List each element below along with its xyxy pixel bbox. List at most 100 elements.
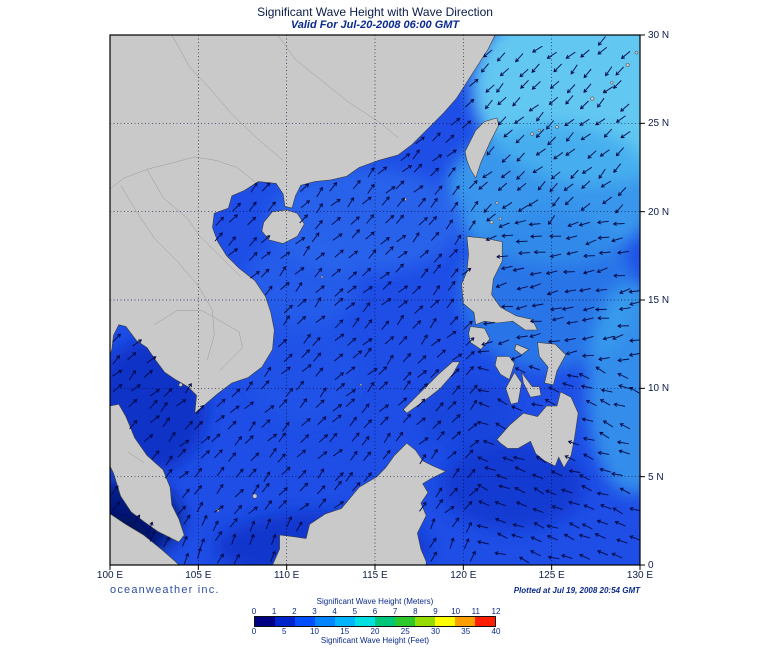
legend-tick: 8 xyxy=(413,607,418,616)
island-dot xyxy=(610,81,614,85)
colorbar-cell xyxy=(395,617,415,626)
lon-label: 115 E xyxy=(362,570,388,581)
legend-tick: 3 xyxy=(312,607,317,616)
land-sumatra xyxy=(110,513,180,565)
legend-tick: 0 xyxy=(251,607,257,616)
lat-label: 30 N xyxy=(648,30,670,41)
land-asia-mainland xyxy=(110,35,496,414)
legend-meters-ticks: 0 1 2 3 4 5 6 7 8 9 10 11 12 xyxy=(251,607,501,616)
island-dot xyxy=(320,275,324,279)
legend-tick: 11 xyxy=(471,607,480,616)
map-frame xyxy=(109,34,645,570)
country-border xyxy=(154,310,243,371)
legend-meters-title: Significant Wave Height (Meters) xyxy=(316,597,434,606)
land-hainan xyxy=(261,209,305,244)
island-dot xyxy=(489,220,494,225)
lon-label: 110 E xyxy=(273,570,300,581)
oceanweather-credit: oceanweather inc. xyxy=(110,584,220,596)
legend-colorbar xyxy=(254,616,496,627)
legend-tick: 7 xyxy=(392,607,398,616)
island-dot xyxy=(178,382,183,387)
wave-height-shade xyxy=(587,282,640,495)
island-dot xyxy=(530,132,535,136)
legend-tick: 12 xyxy=(491,607,501,616)
legend-tick: 1 xyxy=(271,607,277,616)
island-dot xyxy=(495,201,499,205)
land-layer xyxy=(110,35,639,565)
land-masbate xyxy=(514,343,530,356)
wave-height-shade xyxy=(442,441,584,530)
land-malay-peninsula xyxy=(110,403,185,543)
land-borneo xyxy=(272,442,447,565)
island-dot xyxy=(359,383,363,387)
country-border xyxy=(146,169,241,278)
island-dot xyxy=(537,128,541,132)
legend-tick: 10 xyxy=(451,607,461,616)
colorbar-cell xyxy=(375,617,395,626)
lon-label: 100 E xyxy=(96,570,124,581)
island-dot xyxy=(590,96,595,101)
land-palawan xyxy=(402,361,461,414)
legend-tick: 35 xyxy=(461,627,471,636)
land-taiwan xyxy=(464,117,500,179)
island-dot xyxy=(252,493,258,499)
legend-tick: 5 xyxy=(352,607,358,616)
colorbar-cell xyxy=(335,617,355,626)
legend-tick: 9 xyxy=(433,607,438,616)
page-title: Significant Wave Height with Wave Direct… xyxy=(257,5,493,19)
colorbar-cell xyxy=(315,617,335,626)
country-border xyxy=(120,185,215,361)
colorbar-cell xyxy=(295,617,315,626)
land-panay xyxy=(494,356,515,380)
lat-label: 15 N xyxy=(648,295,670,306)
land-negros xyxy=(505,371,522,405)
island-dot xyxy=(634,50,639,55)
legend-tick: 15 xyxy=(340,627,350,636)
legend-tick: 40 xyxy=(491,627,501,636)
lon-label: 130 E xyxy=(626,570,654,581)
legend-tick: 5 xyxy=(282,627,287,636)
legend-feet-title: Significant Wave Height (Feet) xyxy=(320,636,430,645)
colorbar-cell xyxy=(455,617,475,626)
colorbar-cell xyxy=(415,617,435,626)
valid-time-subtitle: Valid For Jul-20-2008 06:00 GMT xyxy=(290,19,460,31)
colorbar-cell xyxy=(255,617,275,626)
wave-height-shade xyxy=(244,239,358,332)
wave-direction-arrows xyxy=(110,36,640,565)
island-dot xyxy=(625,63,630,67)
colorbar-cell xyxy=(275,617,295,626)
legend-tick: 10 xyxy=(310,627,319,636)
lat-label: 10 N xyxy=(648,383,670,395)
legend-tick: 4 xyxy=(332,607,337,616)
land-luzon xyxy=(461,236,538,331)
legend-tick: 2 xyxy=(292,607,297,616)
lon-label: 125 E xyxy=(538,570,565,581)
wave-height-shade xyxy=(247,317,361,424)
lat-label: 5 N xyxy=(648,471,664,483)
map-canvas xyxy=(109,34,645,570)
country-border xyxy=(277,35,399,138)
legend-tick: 0 xyxy=(251,627,257,636)
plotted-timestamp: Plotted at Jul 19, 2008 20:54 GMT xyxy=(513,586,640,595)
legend-tick: 20 xyxy=(370,627,380,636)
island-dot xyxy=(555,125,559,129)
country-border xyxy=(171,35,284,161)
lon-label: 120 E xyxy=(450,570,477,581)
country-border xyxy=(110,156,257,189)
land-samar-leyte xyxy=(537,342,567,386)
grid-layer xyxy=(110,35,640,565)
wave-height-shade xyxy=(459,211,637,371)
island-dot xyxy=(498,217,502,221)
lat-label: 25 N xyxy=(648,118,670,130)
map-area xyxy=(109,34,645,570)
legend-tick: 30 xyxy=(431,627,440,636)
colorbar-cell xyxy=(475,617,495,626)
lat-label: 20 N xyxy=(648,206,670,218)
colorbar-cell xyxy=(355,617,375,626)
land-cebu-bohol xyxy=(521,372,542,398)
legend-tick: 6 xyxy=(372,607,378,616)
colorbar-cell xyxy=(435,617,455,626)
lon-label: 105 E xyxy=(185,570,212,581)
legend-feet-ticks: 0 5 10 15 20 25 30 35 40 xyxy=(251,627,501,636)
